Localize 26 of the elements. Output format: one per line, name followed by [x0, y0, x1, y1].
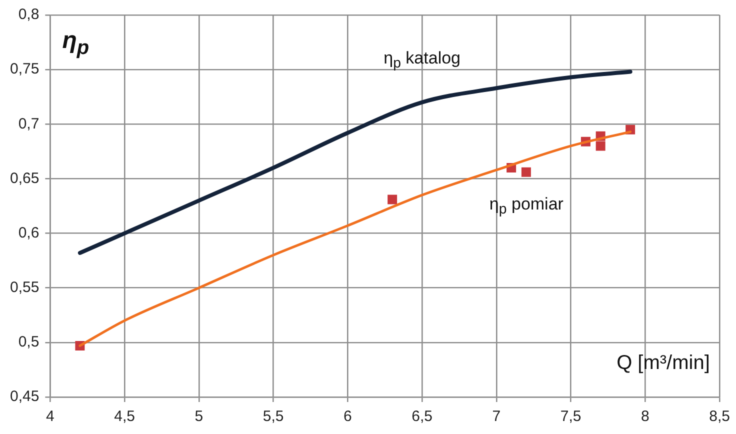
x-tick-label: 8,5 — [709, 408, 730, 426]
x-tick-label: 4 — [46, 408, 54, 426]
y-tick-label: 0,55 — [10, 279, 40, 296]
y-tick-label: 0,6 — [18, 224, 40, 242]
x-tick-label: 4,5 — [114, 408, 135, 426]
x-tick-label: 8 — [641, 408, 650, 426]
x-axis-title: Q [m³/min] — [616, 352, 710, 375]
y-tick-label: 0,65 — [10, 170, 40, 187]
y-axis-title: η$_{p}$ — [62, 27, 90, 60]
point — [388, 194, 398, 204]
x-tick-label: 7 — [492, 408, 501, 426]
line-series — [78, 70, 632, 255]
x-tick-label: 6,5 — [412, 408, 432, 426]
y-tick-label: 0,75 — [10, 60, 40, 78]
x-tick-label: 7,5 — [560, 408, 582, 426]
series-label: η$_{p}$ katalog — [384, 48, 461, 72]
point — [596, 141, 606, 151]
x-tick-label: 5,5 — [262, 408, 284, 426]
x-tick-label: 5 — [194, 408, 204, 426]
y-tick-label: 0,8 — [18, 6, 40, 24]
series-label: η$_{p}$ pomiar — [489, 194, 564, 218]
y-tick-label: 0,5 — [18, 334, 40, 351]
y-tick-label: 0,45 — [10, 388, 40, 406]
x-tick-label: 6 — [344, 408, 352, 426]
y-tick-label: 0,7 — [18, 115, 40, 132]
point — [521, 167, 531, 177]
